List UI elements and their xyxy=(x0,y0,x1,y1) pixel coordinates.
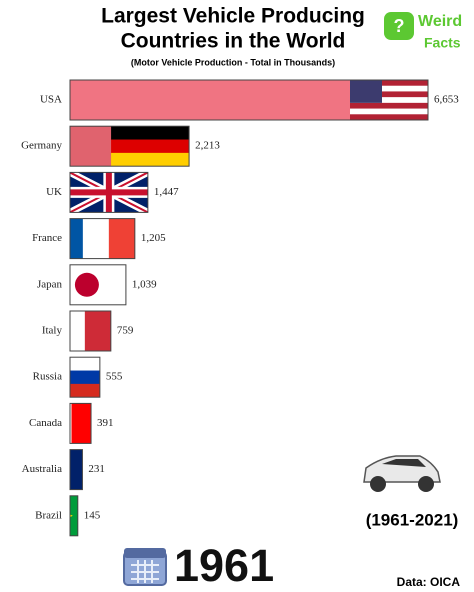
value-label: 231 xyxy=(88,463,105,475)
value-label: 555 xyxy=(106,371,123,383)
flag-part xyxy=(111,152,190,167)
category-label: UK xyxy=(46,186,62,198)
bar-outline xyxy=(69,125,190,167)
flag xyxy=(350,80,428,120)
car-wheel xyxy=(370,476,386,492)
category-label: Russia xyxy=(33,371,62,383)
flag xyxy=(70,449,83,490)
value-label: 6,653 xyxy=(434,94,459,106)
flag-part xyxy=(70,172,148,213)
flag-part xyxy=(350,108,428,115)
flag-part xyxy=(71,403,92,444)
bar-outline xyxy=(69,449,83,491)
value-label: 391 xyxy=(97,417,114,429)
flag-part xyxy=(74,272,99,297)
bar-outline xyxy=(69,264,127,306)
flag xyxy=(70,218,135,259)
category-label: Italy xyxy=(42,325,63,337)
flag-part xyxy=(70,403,72,444)
flag xyxy=(70,357,100,398)
bar-outline xyxy=(69,402,92,444)
flag-part xyxy=(108,218,135,259)
calendar-top xyxy=(124,548,166,558)
value-label: 1,039 xyxy=(132,278,157,290)
flag-part xyxy=(350,85,428,92)
flag-part xyxy=(70,218,84,259)
flag xyxy=(111,126,190,167)
period: (1961-2021) xyxy=(366,510,459,529)
flag xyxy=(70,264,126,305)
bar-outline xyxy=(69,218,136,260)
bar-outline xyxy=(69,171,149,213)
value-label: 759 xyxy=(117,325,134,337)
car-window xyxy=(382,459,426,467)
flag-part xyxy=(70,383,100,398)
flag-part xyxy=(111,126,190,140)
flag-part xyxy=(70,311,86,351)
chart-subtitle: (Motor Vehicle Production - Total in Tho… xyxy=(131,57,335,67)
logo-text: Weird xyxy=(418,13,462,30)
flag xyxy=(70,311,111,351)
category-label: Australia xyxy=(22,463,62,475)
category-label: Canada xyxy=(29,417,62,429)
value-label: 1,205 xyxy=(141,232,166,244)
bar-outline xyxy=(69,79,429,121)
category-label: Japan xyxy=(37,278,63,290)
value-label: 1,447 xyxy=(154,186,179,198)
chart-title: Largest Vehicle Producing xyxy=(101,5,365,28)
logo-icon xyxy=(384,12,414,40)
bar-outline xyxy=(69,495,79,537)
flag-part xyxy=(70,495,78,536)
logo-text: Facts xyxy=(424,35,461,51)
flag xyxy=(70,172,148,213)
flag-part xyxy=(350,80,428,87)
category-label: France xyxy=(32,232,62,244)
category-label: Germany xyxy=(21,140,62,152)
flag-part xyxy=(82,218,110,259)
category-label: USA xyxy=(40,94,62,106)
calendar-icon xyxy=(123,548,167,586)
year: 1961 xyxy=(174,540,274,591)
chart-title: Countries in the World xyxy=(121,30,346,53)
flag xyxy=(70,495,78,536)
flag-part xyxy=(70,514,73,518)
car-icon xyxy=(363,455,441,492)
logo: ? Weird Facts xyxy=(384,12,462,51)
flag-part xyxy=(70,449,83,490)
flag-part xyxy=(350,80,382,103)
source: Data: OICA xyxy=(397,575,461,589)
bar-outline xyxy=(69,356,101,398)
flag-part xyxy=(84,311,111,351)
value-label: 145 xyxy=(84,509,101,521)
flag-part xyxy=(111,139,190,154)
flag-part xyxy=(350,102,428,109)
flag-part xyxy=(70,370,100,385)
logo-glyph: ? xyxy=(394,16,405,36)
flag-part xyxy=(350,91,428,98)
category-label: Brazil xyxy=(35,509,62,521)
flag xyxy=(70,403,92,444)
flag-part xyxy=(350,114,428,120)
flag-part xyxy=(70,357,100,371)
flag-part xyxy=(350,97,428,104)
value-label: 2,213 xyxy=(195,140,220,152)
calendar-grid xyxy=(131,560,159,583)
bar-outline xyxy=(69,310,112,352)
car-wheel xyxy=(418,476,434,492)
bars: USA 6,653 Germany 2,213 UK 1,447 France 1,205 Ja… xyxy=(21,79,459,537)
